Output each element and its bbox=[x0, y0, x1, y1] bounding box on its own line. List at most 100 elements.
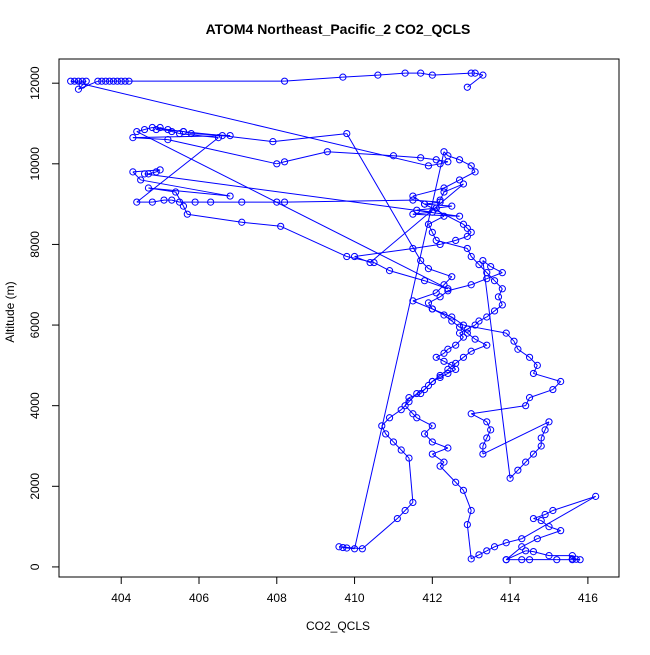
series-segment bbox=[518, 349, 530, 357]
series-segment bbox=[495, 281, 503, 289]
series-segment bbox=[456, 337, 464, 345]
series-segment bbox=[506, 333, 514, 341]
series-segment bbox=[355, 248, 413, 256]
series-co2-qcls bbox=[68, 70, 599, 563]
x-tick-label: 406 bbox=[189, 591, 209, 605]
series-segment bbox=[390, 271, 425, 281]
series-segment bbox=[479, 265, 487, 273]
data-point bbox=[558, 378, 564, 384]
series-segment bbox=[483, 422, 549, 454]
x-tick-label: 414 bbox=[500, 591, 520, 605]
x-tick-label: 412 bbox=[422, 591, 442, 605]
y-axis: 0 2000 4000 6000 8000 10000 12000 bbox=[28, 66, 59, 570]
series-segment bbox=[390, 410, 402, 418]
series-segment bbox=[456, 482, 464, 490]
series-segment bbox=[432, 73, 471, 75]
series-segment bbox=[533, 446, 541, 454]
series-segment bbox=[471, 257, 479, 265]
series-segment bbox=[172, 132, 180, 134]
series-segment bbox=[285, 77, 343, 81]
series-segment bbox=[362, 519, 397, 549]
series-segment bbox=[432, 454, 444, 462]
series-segment bbox=[281, 226, 347, 256]
series-segment bbox=[378, 73, 405, 75]
series-segment bbox=[145, 128, 153, 130]
y-tick-label: 0 bbox=[28, 563, 42, 570]
data-point bbox=[593, 493, 599, 499]
series-segment bbox=[471, 279, 487, 285]
series-segment bbox=[187, 214, 241, 222]
series-segment bbox=[471, 555, 479, 559]
series-segment bbox=[526, 551, 534, 552]
data-point bbox=[460, 181, 466, 187]
series-segment bbox=[397, 510, 405, 518]
series-segment bbox=[425, 426, 433, 434]
series-segment bbox=[137, 138, 219, 202]
series-segment bbox=[137, 130, 145, 132]
series-segment bbox=[148, 188, 230, 196]
series-segment bbox=[133, 172, 141, 180]
series-segment bbox=[510, 470, 518, 478]
data-point bbox=[534, 362, 540, 368]
series-segment bbox=[277, 162, 285, 164]
series-segment bbox=[428, 164, 440, 166]
chart-title: ATOM4 Northeast_Pacific_2 CO2_QCLS bbox=[206, 21, 471, 37]
y-tick-label: 2000 bbox=[28, 473, 42, 500]
y-tick-label: 4000 bbox=[28, 392, 42, 419]
series-segment bbox=[475, 73, 483, 75]
series-segment bbox=[152, 200, 164, 202]
series-segment bbox=[285, 152, 328, 162]
y-tick-label: 10000 bbox=[28, 147, 42, 181]
series-segment bbox=[444, 277, 452, 285]
x-tick-label: 410 bbox=[345, 591, 365, 605]
series-segment bbox=[355, 152, 444, 549]
series-segment bbox=[518, 462, 526, 470]
series-segment bbox=[436, 357, 444, 361]
series-segment bbox=[413, 244, 440, 248]
series-segment bbox=[537, 531, 560, 539]
plot-frame bbox=[59, 59, 619, 577]
series-segment bbox=[172, 200, 180, 202]
series-segment bbox=[448, 285, 471, 291]
y-tick-label: 8000 bbox=[28, 231, 42, 258]
series-segment bbox=[467, 525, 471, 559]
x-tick-label: 404 bbox=[111, 591, 131, 605]
series-segment bbox=[553, 381, 561, 389]
series-segment bbox=[386, 434, 394, 442]
series-segment bbox=[413, 188, 444, 196]
series-segment bbox=[471, 345, 487, 351]
series-segment bbox=[533, 519, 541, 521]
series-segment bbox=[148, 172, 156, 174]
series-segment bbox=[405, 406, 413, 414]
series-segment bbox=[432, 448, 448, 454]
series-segment bbox=[343, 75, 378, 77]
series-segment bbox=[393, 156, 420, 158]
series-segment bbox=[168, 140, 277, 164]
x-axis: 404 406 408 410 412 414 416 bbox=[111, 577, 598, 605]
series-segment bbox=[483, 261, 510, 479]
y-tick-label: 12000 bbox=[28, 66, 42, 100]
x-tick-label: 416 bbox=[578, 591, 598, 605]
series-segment bbox=[436, 353, 444, 357]
series-segment bbox=[444, 361, 452, 365]
series-segment bbox=[530, 357, 538, 365]
series-segment bbox=[432, 442, 448, 448]
series-segment bbox=[393, 442, 401, 450]
series-segment bbox=[421, 261, 429, 269]
y-tick-label: 6000 bbox=[28, 311, 42, 338]
series-segment bbox=[533, 373, 560, 381]
series-segment bbox=[137, 132, 448, 289]
series-segment bbox=[145, 174, 460, 216]
y-axis-label: Altitude (m) bbox=[3, 281, 17, 342]
series-segment bbox=[522, 496, 596, 538]
series-segment bbox=[405, 502, 413, 510]
series-segment bbox=[242, 222, 281, 226]
series-segment bbox=[530, 390, 553, 398]
series-segment bbox=[448, 345, 456, 349]
series-segment bbox=[479, 317, 487, 321]
x-axis-label: CO2_QCLS bbox=[306, 619, 370, 633]
x-tick-label: 408 bbox=[267, 591, 287, 605]
series-segment bbox=[428, 269, 451, 277]
